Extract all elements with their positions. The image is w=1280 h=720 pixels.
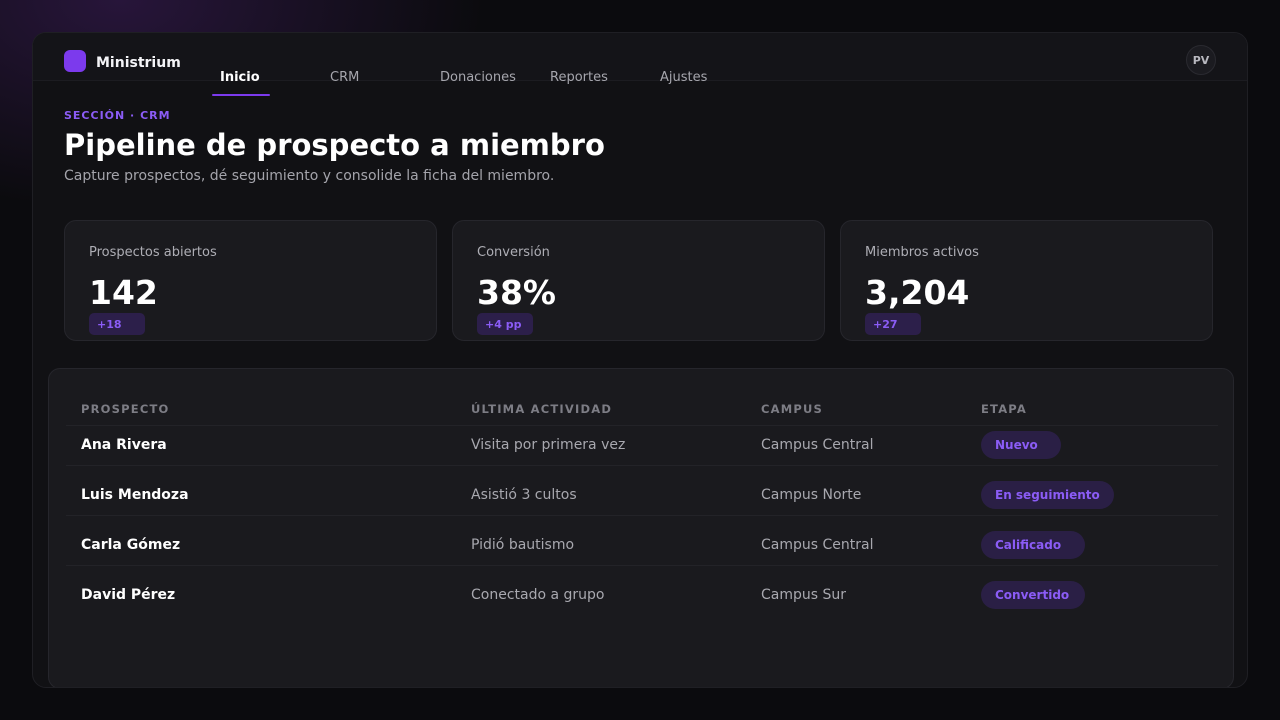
column-header-campus[interactable]: CAMPUS [761, 402, 824, 416]
stat-label: Prospectos abiertos [89, 245, 217, 260]
stage-badge[interactable]: Convertido [981, 581, 1085, 609]
section-eyebrow: SECCIÓN · CRM [64, 109, 171, 122]
tab-ajustes[interactable]: Ajustes [660, 70, 708, 85]
tab-crm[interactable]: CRM [330, 70, 360, 85]
table-row[interactable]: Luis Mendoza Asistió 3 cultos Campus Nor… [66, 465, 1218, 515]
tab-inicio[interactable]: Inicio [220, 70, 260, 85]
prospect-name[interactable]: David Pérez [81, 587, 176, 603]
stat-card-miembros-activos: Miembros activos 3,204 +27 [840, 220, 1213, 341]
page-subtitle: Capture prospectos, dé seguimiento y con… [64, 168, 555, 184]
campus: Campus Sur [761, 587, 847, 603]
prospect-name[interactable]: Ana Rivera [81, 437, 167, 453]
stat-value: 3,204 [865, 273, 970, 312]
stage-badge[interactable]: Nuevo [981, 431, 1061, 459]
last-activity: Visita por primera vez [471, 437, 626, 453]
prospect-name[interactable]: Carla Gómez [81, 537, 181, 553]
page-title: Pipeline de prospecto a miembro [64, 128, 605, 162]
app-window: Ministrium Inicio CRM Donaciones Reporte… [32, 32, 1248, 688]
prospect-name[interactable]: Luis Mendoza [81, 487, 189, 503]
campus: Campus Central [761, 537, 874, 553]
stat-label: Conversión [477, 245, 550, 260]
stat-delta-badge: +18 [89, 313, 145, 335]
brand-name: Ministrium [96, 55, 181, 71]
brand-logo-icon [64, 50, 86, 72]
active-tab-indicator [212, 94, 270, 96]
prospects-table: PROSPECTO ÚLTIMA ACTIVIDAD CAMPUS ETAPA … [48, 368, 1234, 687]
table-row[interactable]: Carla Gómez Pidió bautismo Campus Centra… [66, 515, 1218, 565]
stat-value: 38% [477, 273, 556, 312]
stat-card-prospectos-abiertos: Prospectos abiertos 142 +18 [64, 220, 437, 341]
stage-badge[interactable]: Calificado [981, 531, 1085, 559]
top-navigation-bar [33, 33, 1247, 81]
user-avatar[interactable]: PV [1186, 45, 1216, 75]
table-row[interactable]: Ana Rivera Visita por primera vez Campus… [66, 425, 1218, 475]
stage-badge[interactable]: En seguimiento [981, 481, 1114, 509]
tab-reportes[interactable]: Reportes [550, 70, 608, 85]
last-activity: Asistió 3 cultos [471, 487, 577, 503]
campus: Campus Norte [761, 487, 862, 503]
table-row[interactable]: David Pérez Conectado a grupo Campus Sur… [66, 565, 1218, 615]
last-activity: Conectado a grupo [471, 587, 605, 603]
stat-label: Miembros activos [865, 245, 979, 260]
column-header-ultima-actividad[interactable]: ÚLTIMA ACTIVIDAD [471, 402, 613, 416]
stat-value: 142 [89, 273, 158, 312]
column-header-etapa[interactable]: ETAPA [981, 402, 1027, 416]
stat-card-conversion: Conversión 38% +4 pp [452, 220, 825, 341]
last-activity: Pidió bautismo [471, 537, 575, 553]
stat-delta-badge: +4 pp [477, 313, 533, 335]
tab-donaciones[interactable]: Donaciones [440, 70, 516, 85]
campus: Campus Central [761, 437, 874, 453]
column-header-prospecto[interactable]: PROSPECTO [81, 402, 170, 416]
stat-delta-badge: +27 [865, 313, 921, 335]
